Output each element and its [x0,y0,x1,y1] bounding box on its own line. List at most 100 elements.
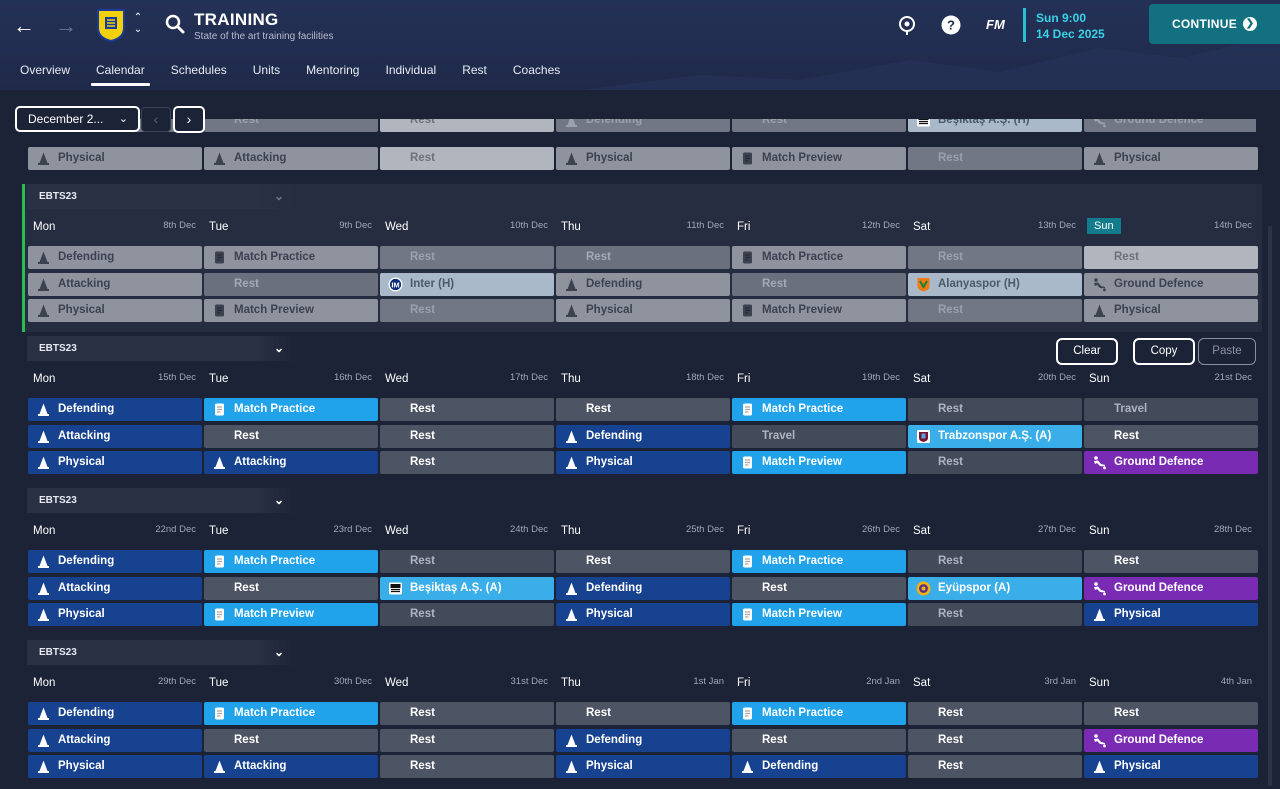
session-defending[interactable]: Defending [556,424,730,448]
session-defending[interactable]: Defending [556,728,730,752]
session-besiktas-a-s-h[interactable]: Beşiktaş A.Ş. (H) [908,119,1082,132]
session-rest[interactable]: Rest [380,603,554,626]
help-icon[interactable]: ? [940,14,962,36]
session-ground-defence[interactable]: Ground Defence [1084,576,1258,600]
session-physical[interactable]: Physical [28,147,202,170]
calendar-scrollbar[interactable] [1268,226,1272,786]
session-physical[interactable]: Physical [1084,603,1258,626]
month-select[interactable]: December 2... ⌄ [15,106,140,132]
session-physical[interactable]: Physical [556,451,730,474]
session-rest[interactable]: Rest [908,246,1082,269]
session-rest[interactable]: Rest [1084,550,1258,573]
session-physical[interactable]: Physical [1084,147,1258,170]
session-trabzonspor-a-s-a[interactable]: Trabzonspor A.Ş. (A) [908,424,1082,448]
session-defending[interactable]: Defending [28,702,202,725]
session-attacking[interactable]: Attacking [28,576,202,600]
session-defending[interactable]: Defending [732,755,906,778]
session-besiktas-a-s-a[interactable]: Beşiktaş A.Ş. (A) [380,576,554,600]
session-physical[interactable]: Physical [1084,299,1258,322]
paste-button[interactable]: Paste [1198,338,1256,365]
session-match-practice[interactable]: Match Practice [204,398,378,421]
tab-individual[interactable]: Individual [385,63,437,77]
session-eyupspor-a[interactable]: Eyüpspor (A) [908,576,1082,600]
session-ground-defence[interactable]: Ground Defence [1084,119,1256,132]
session-inter-h[interactable]: IM Inter (H) [380,272,554,296]
session-rest[interactable]: Rest [380,246,554,269]
tab-overview[interactable]: Overview [20,63,71,77]
session-defending[interactable]: Defending [28,550,202,573]
club-switch-chevrons-icon[interactable]: ⌃ ⌄ [133,12,143,35]
search-icon[interactable] [164,13,186,35]
session-match-preview[interactable]: Match Preview [204,299,378,322]
tab-units[interactable]: Units [252,63,281,77]
session-physical[interactable]: Physical [556,755,730,778]
session-physical[interactable]: Physical [556,147,730,170]
session-rest[interactable]: Rest [204,576,378,600]
session-rest[interactable]: Rest [908,550,1082,573]
session-rest[interactable]: Rest [1084,246,1258,269]
session-defending[interactable]: Defending [28,398,202,421]
schedule-selector[interactable]: EBTS23 ⌄ [27,640,297,665]
session-rest[interactable]: Rest [732,272,906,296]
session-rest[interactable]: Rest [1084,424,1258,448]
session-ground-defence[interactable]: Ground Defence [1084,451,1258,474]
tab-coaches[interactable]: Coaches [512,63,561,77]
session-match-practice[interactable]: Match Practice [204,246,378,269]
copy-button[interactable]: Copy [1133,338,1195,365]
session-physical[interactable]: Physical [556,299,730,322]
session-travel[interactable]: Travel [732,424,906,448]
session-match-practice[interactable]: Match Practice [732,246,906,269]
clear-button[interactable]: Clear [1056,338,1118,365]
session-attacking[interactable]: Attacking [204,451,378,474]
session-rest[interactable]: Rest [204,272,378,296]
session-rest[interactable]: Rest [380,424,554,448]
session-match-preview[interactable]: Match Preview [732,451,906,474]
session-match-preview[interactable]: Match Preview [732,147,906,170]
session-rest[interactable]: Rest [908,728,1082,752]
session-match-practice[interactable]: Match Practice [204,550,378,573]
session-match-practice[interactable]: Match Practice [732,550,906,573]
session-match-preview[interactable]: Match Preview [204,603,378,626]
session-rest[interactable]: Rest [204,424,378,448]
session-rest[interactable]: Rest [380,702,554,725]
schedule-selector[interactable]: EBTS23 ⌄ [27,488,297,513]
back-arrow-icon[interactable]: ← [13,13,35,38]
session-attacking[interactable]: Attacking [28,424,202,448]
session-match-practice[interactable]: Match Practice [204,702,378,725]
session-ground-defence[interactable]: Ground Defence [1084,728,1258,752]
session-rest[interactable]: Rest [380,147,554,170]
session-attacking[interactable]: Attacking [204,755,378,778]
ball-network-icon[interactable] [896,14,918,36]
session-rest[interactable]: Rest [380,451,554,474]
session-defending[interactable]: Defending [556,576,730,600]
session-rest[interactable]: Rest [380,299,554,322]
session-rest[interactable]: Rest [204,728,378,752]
next-month-button[interactable]: › [173,106,205,133]
session-rest[interactable]: Rest [380,550,554,573]
session-physical[interactable]: Physical [28,451,202,474]
session-rest[interactable]: Rest [380,755,554,778]
session-rest[interactable]: Rest [908,603,1082,626]
session-match-practice[interactable]: Match Practice [732,702,906,725]
session-physical[interactable]: Physical [1084,755,1258,778]
tab-schedules[interactable]: Schedules [170,63,227,77]
session-rest[interactable]: Rest [908,702,1082,725]
session-defending[interactable]: Defending [28,246,202,269]
session-rest[interactable]: Rest [204,119,378,132]
session-rest[interactable]: Rest [908,147,1082,170]
session-rest[interactable]: Rest [556,550,730,573]
session-rest[interactable]: Rest [556,398,730,421]
session-physical[interactable]: Physical [556,603,730,626]
session-rest[interactable]: Rest [380,119,554,132]
forward-arrow-icon[interactable]: → [55,13,77,38]
session-rest[interactable]: Rest [908,299,1082,322]
session-defending[interactable]: Defending [556,119,730,132]
session-defending[interactable]: Defending [556,272,730,296]
session-rest[interactable]: Rest [732,576,906,600]
session-rest[interactable]: Rest [732,728,906,752]
session-rest[interactable]: Rest [732,119,906,132]
session-attacking[interactable]: Attacking [204,147,378,170]
tab-rest[interactable]: Rest [462,63,487,77]
session-travel[interactable]: Travel [1084,398,1258,421]
session-physical[interactable]: Physical [28,603,202,626]
